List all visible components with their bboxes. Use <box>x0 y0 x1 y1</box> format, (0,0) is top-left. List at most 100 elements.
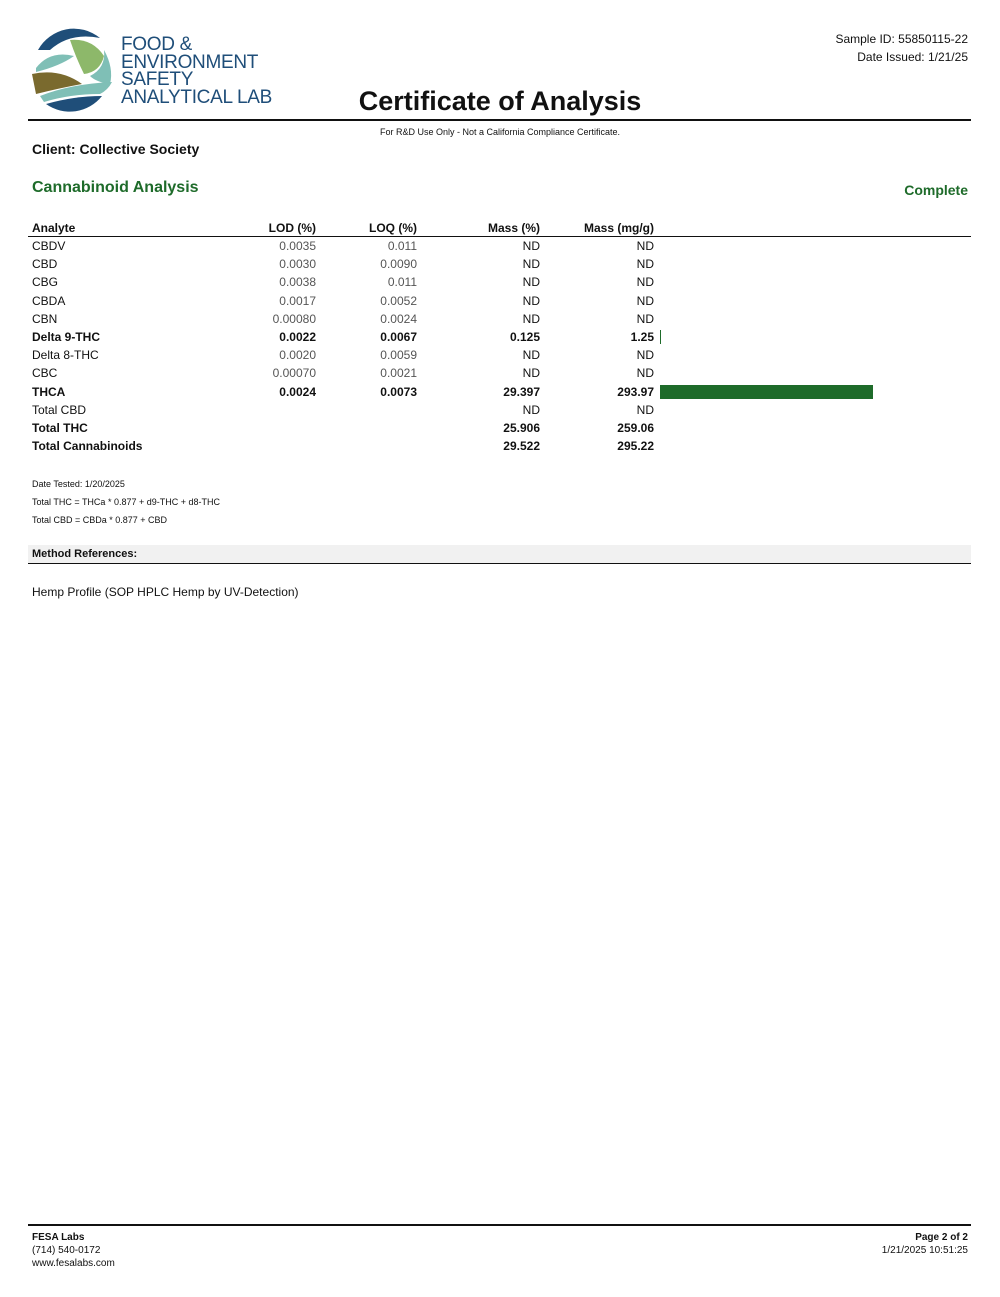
mass-pct-cell: ND <box>522 257 540 272</box>
mass-pct-cell: ND <box>522 311 540 326</box>
lab-name: FOOD & ENVIRONMENT SAFETY ANALYTICAL LAB <box>121 34 273 108</box>
mass-pct-cell: 0.125 <box>509 330 540 345</box>
analyte-cell: CBDA <box>32 293 66 308</box>
footer-timestamp: 1/21/2025 10:51:25 <box>881 1245 968 1256</box>
mass-mg-cell: ND <box>636 239 654 254</box>
page-title: Certificate of Analysis <box>358 86 642 116</box>
footer-website[interactable]: www.fesalabs.com <box>32 1258 115 1269</box>
lod-cell <box>236 419 320 437</box>
lod-cell <box>236 437 320 455</box>
bar-cell <box>658 346 971 364</box>
bar-cell <box>658 437 971 455</box>
lod-cell: 0.0035 <box>279 239 316 254</box>
analyte-cell: Delta 9-THC <box>32 330 101 345</box>
table-row: CBD 0.0030 0.0090 ND ND <box>28 255 971 273</box>
analyte-cell: CBG <box>32 275 59 290</box>
loq-cell <box>320 437 421 455</box>
method-title: Method References: <box>32 548 138 560</box>
cannabinoid-table: Analyte LOD (%) LOQ (%) Mass (%) Mass (m… <box>28 219 971 455</box>
loq-cell: 0.0052 <box>380 293 417 308</box>
logo-line: ENVIRONMENT <box>121 51 259 73</box>
analyte-cell: CBC <box>32 366 58 381</box>
loq-cell: 0.011 <box>387 275 417 290</box>
mass-bar <box>660 330 661 345</box>
logo-line: SAFETY <box>121 69 194 90</box>
disclaimer: For R&D Use Only - Not a California Comp… <box>379 127 621 137</box>
loq-cell: 0.011 <box>387 239 417 254</box>
bar-cell <box>658 255 971 273</box>
lod-cell: 0.00070 <box>272 366 316 381</box>
mass-mg-cell: 295.22 <box>617 439 654 454</box>
col-lod: LOD (%) <box>236 219 320 237</box>
loq-cell <box>320 401 421 419</box>
bar-cell <box>658 328 971 346</box>
lod-cell <box>236 401 320 419</box>
analyte-cell: Total THC <box>32 420 88 435</box>
table-row: CBG 0.0038 0.011 ND ND <box>28 273 971 291</box>
mass-pct-cell: 29.397 <box>503 384 540 399</box>
mass-pct-cell: ND <box>522 275 540 290</box>
loq-cell: 0.0073 <box>380 384 417 399</box>
method-text: Hemp Profile (SOP HPLC Hemp by UV-Detect… <box>32 585 299 599</box>
lod-cell: 0.0030 <box>279 257 316 272</box>
table-row: THCA 0.0024 0.0073 29.397 293.97 <box>28 383 971 401</box>
table-row: CBDV 0.0035 0.011 ND ND <box>28 237 971 256</box>
table-row: Total Cannabinoids 29.522 295.22 <box>28 437 971 455</box>
section-title: Cannabinoid Analysis <box>32 179 199 196</box>
fesa-logo-icon <box>31 28 113 112</box>
bar-cell <box>658 292 971 310</box>
bar-cell <box>658 401 971 419</box>
bar-cell <box>658 237 971 256</box>
bar-cell <box>658 364 971 382</box>
header-divider <box>28 119 971 121</box>
footer-phone: (714) 540-0172 <box>32 1245 101 1256</box>
sample-id: Sample ID: 55850115-22 <box>835 32 968 46</box>
lod-cell: 0.0022 <box>279 330 316 345</box>
col-mass-pct: Mass (%) <box>421 219 544 237</box>
loq-cell: 0.0090 <box>380 257 417 272</box>
bar-cell <box>658 419 971 437</box>
table-row: CBC 0.00070 0.0021 ND ND <box>28 364 971 382</box>
analyte-cell: CBN <box>32 311 58 326</box>
page-number: Page 2 of 2 <box>915 1232 968 1243</box>
col-loq: LOQ (%) <box>320 219 421 237</box>
mass-mg-cell: ND <box>636 366 654 381</box>
table-row: CBN 0.00080 0.0024 ND ND <box>28 310 971 328</box>
table-row: Total CBD ND ND <box>28 401 971 419</box>
date-tested: Date Tested: 1/20/2025 <box>32 479 125 489</box>
mass-mg-cell: ND <box>636 402 654 417</box>
mass-pct-cell: ND <box>522 348 540 363</box>
mass-pct-cell: 25.906 <box>503 420 540 435</box>
mass-mg-cell: 259.06 <box>617 420 654 435</box>
col-analyte: Analyte <box>28 219 236 237</box>
lod-cell: 0.00080 <box>272 311 316 326</box>
analyte-cell: Delta 8-THC <box>32 348 99 363</box>
lod-cell: 0.0038 <box>279 275 316 290</box>
mass-mg-cell: 1.25 <box>630 330 654 345</box>
mass-mg-cell: 293.97 <box>617 384 654 399</box>
method-references-header: Method References: <box>28 545 971 564</box>
logo-line: ANALYTICAL LAB <box>121 86 273 108</box>
mass-pct-cell: ND <box>522 366 540 381</box>
table-row: CBDA 0.0017 0.0052 ND ND <box>28 292 971 310</box>
bar-cell <box>658 383 971 401</box>
table-header: Analyte LOD (%) LOQ (%) Mass (%) Mass (m… <box>28 219 971 237</box>
total-thc-formula: Total THC = THCa * 0.877 + d9-THC + d8-T… <box>32 497 220 507</box>
lod-cell: 0.0020 <box>279 348 316 363</box>
bar-cell <box>658 310 971 328</box>
analyte-cell: CBDV <box>32 239 66 254</box>
analyte-cell: Total Cannabinoids <box>32 439 143 454</box>
client-name: Client: Collective Society <box>32 141 200 157</box>
loq-cell: 0.0059 <box>380 348 417 363</box>
mass-mg-cell: ND <box>636 275 654 290</box>
footer-right: Page 2 of 2 1/21/2025 10:51:25 <box>882 1231 968 1257</box>
loq-cell: 0.0024 <box>380 311 417 326</box>
analyte-cell: CBD <box>32 257 58 272</box>
mass-bar <box>660 385 874 399</box>
table-row: Total THC 25.906 259.06 <box>28 419 971 437</box>
loq-cell: 0.0067 <box>380 330 417 345</box>
total-cbd-formula: Total CBD = CBDa * 0.877 + CBD <box>32 515 168 525</box>
logo-line: FOOD & <box>121 34 193 55</box>
table-row: Delta 8-THC 0.0020 0.0059 ND ND <box>28 346 971 364</box>
